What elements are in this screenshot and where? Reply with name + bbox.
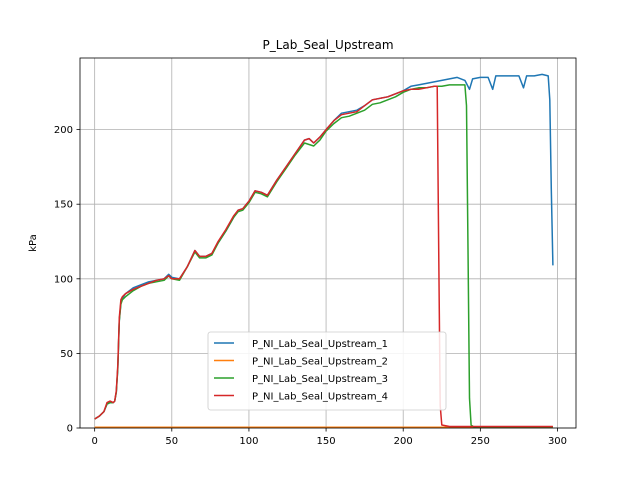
ticks: 0 50 100 150 200 250 300 0 50 100 150 200: [54, 125, 567, 447]
y-axis-label: kPa: [28, 234, 39, 252]
x-tick-label: 0: [91, 436, 97, 447]
x-tick-label: 100: [239, 436, 258, 447]
legend-label-3: P_NI_Lab_Seal_Upstream_3: [252, 374, 388, 385]
series-line-4: [94, 85, 553, 428]
legend: P_NI_Lab_Seal_Upstream_1 P_NI_Lab_Seal_Up…: [207, 331, 447, 411]
legend-box: [207, 331, 447, 411]
y-tick-label: 50: [60, 349, 73, 360]
x-tick-label: 300: [548, 436, 567, 447]
y-tick-label: 0: [67, 424, 73, 435]
y-tick-label: 200: [54, 125, 73, 136]
x-tick-label: 250: [471, 436, 490, 447]
x-tick-label: 200: [394, 436, 413, 447]
legend-label-2: P_NI_Lab_Seal_Upstream_2: [252, 357, 388, 368]
legend-label-4: P_NI_Lab_Seal_Upstream_4: [252, 392, 388, 403]
x-tick-label: 50: [165, 436, 178, 447]
y-tick-label: 150: [54, 200, 73, 211]
series-layer: [94, 73, 554, 429]
chart-title: P_Lab_Seal_Upstream: [262, 38, 393, 52]
series-line-3: [94, 84, 553, 429]
y-tick-label: 100: [54, 274, 73, 285]
legend-label-1: P_NI_Lab_Seal_Upstream_1: [252, 339, 388, 350]
plot-frame: [79, 57, 577, 429]
x-tick-label: 150: [317, 436, 336, 447]
